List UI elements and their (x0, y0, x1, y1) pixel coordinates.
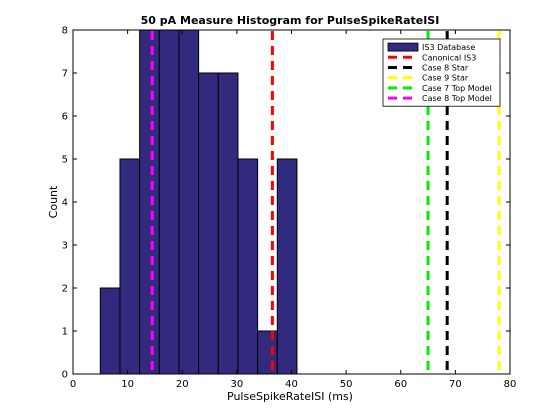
histogram-bar-4 (178, 29, 200, 375)
legend-label-histogram: IS3 Database (422, 43, 475, 52)
y-tick-label-5: 5 (62, 155, 68, 166)
y-tick-label-8: 8 (62, 26, 68, 37)
legend-label-2: Case 9 Star (422, 74, 469, 83)
y-tick-label-7: 7 (62, 69, 68, 80)
y-tick-label-6: 6 (62, 112, 68, 123)
histogram-bar-5 (198, 72, 219, 375)
reference-lines (150, 31, 501, 373)
histogram-bar-7 (237, 158, 259, 375)
legend-swatch-histogram (387, 42, 419, 52)
histogram-bar-6 (217, 72, 239, 375)
x-tick-label-0: 0 (70, 379, 76, 390)
chart-title: 50 pA Measure Histogram for PulseSpikeRa… (141, 14, 440, 27)
histogram-bar-2 (139, 29, 160, 375)
x-tick-label-6: 60 (394, 379, 407, 390)
x-axis: 0 10 20 30 40 50 60 70 80 (70, 30, 517, 390)
histogram-bar-9 (276, 158, 298, 375)
y-axis-label: Count (47, 185, 60, 218)
x-tick-label-4: 40 (285, 379, 298, 390)
x-tick-label-5: 50 (340, 379, 353, 390)
legend-label-1: Case 8 Star (422, 64, 469, 73)
x-axis-label: PulseSpikeRateISI (ms) (227, 390, 353, 403)
histogram-bar-1 (119, 158, 141, 375)
histogram-bar-3 (158, 29, 180, 375)
y-axis: 0 1 2 3 4 5 6 7 8 (62, 26, 510, 381)
x-tick-label-2: 20 (176, 379, 189, 390)
y-tick-label-2: 2 (62, 284, 68, 295)
histogram-bars (99, 29, 298, 375)
x-tick-label-8: 80 (504, 379, 517, 390)
histogram-bar-8 (257, 330, 278, 375)
histogram-bar-0 (99, 287, 121, 375)
y-tick-label-1: 1 (62, 327, 68, 338)
x-tick-label-7: 70 (449, 379, 462, 390)
legend-label-3: Case 7 Top Model (422, 84, 492, 93)
legend-label-0: Canonical IS3 (422, 53, 476, 62)
x-tick-label-3: 30 (231, 379, 244, 390)
x-tick-label-1: 10 (121, 379, 134, 390)
y-tick-label-3: 3 (62, 241, 68, 252)
y-tick-label-0: 0 (62, 370, 68, 381)
y-tick-label-4: 4 (62, 198, 68, 209)
legend-label-4: Case 8 Top Model (422, 94, 492, 103)
